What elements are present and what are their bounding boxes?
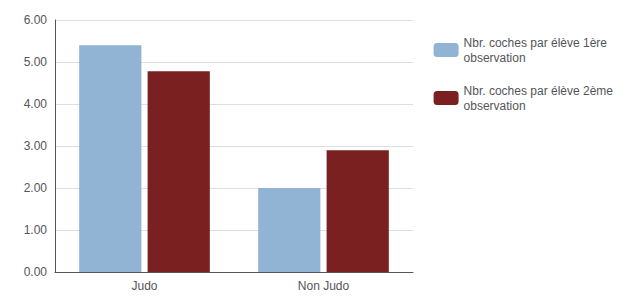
svg-text:Nbr. coches par élève 2ème: Nbr. coches par élève 2ème xyxy=(464,84,614,98)
svg-text:5.00: 5.00 xyxy=(24,55,48,69)
svg-text:Nbr. coches par élève 1ère: Nbr. coches par élève 1ère xyxy=(464,36,608,50)
svg-text:observation: observation xyxy=(464,99,526,113)
svg-text:1.00: 1.00 xyxy=(24,223,48,237)
svg-text:2.00: 2.00 xyxy=(24,181,48,195)
svg-text:6.00: 6.00 xyxy=(24,13,48,27)
svg-text:Non Judo: Non Judo xyxy=(298,279,350,293)
svg-text:0.00: 0.00 xyxy=(24,265,48,279)
svg-text:Judo: Judo xyxy=(131,279,157,293)
svg-text:3.00: 3.00 xyxy=(24,139,48,153)
svg-text:4.00: 4.00 xyxy=(24,97,48,111)
svg-text:observation: observation xyxy=(464,51,526,65)
